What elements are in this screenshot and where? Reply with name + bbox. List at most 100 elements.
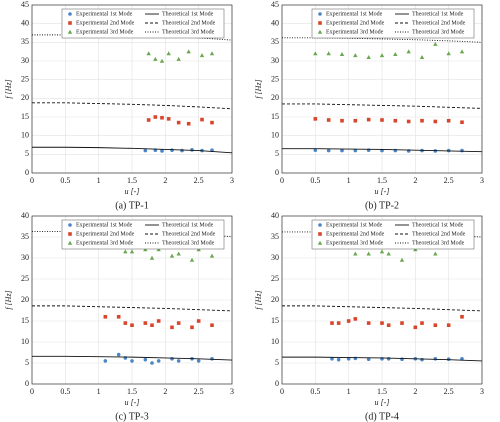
marker (313, 51, 318, 56)
y-tick-label: 25 (271, 274, 279, 283)
marker (160, 149, 164, 153)
marker (129, 249, 135, 254)
marker (176, 56, 181, 61)
marker (149, 255, 155, 260)
marker (420, 118, 424, 123)
marker (156, 247, 161, 252)
marker (116, 315, 121, 319)
legend-label: Theoretical 3rd Mode (162, 240, 215, 246)
marker (189, 257, 195, 262)
marker (318, 12, 322, 16)
marker (156, 319, 161, 323)
marker (153, 115, 158, 119)
y-tick-label: 0 (275, 379, 279, 388)
y-axis-label: f [Hz] (254, 290, 263, 309)
x-tick-label: 2 (163, 176, 167, 185)
marker (180, 148, 184, 153)
marker (336, 321, 341, 325)
x-tick-label: 2.5 (194, 176, 204, 185)
marker (153, 56, 158, 61)
marker (406, 119, 411, 124)
x-tick-label: 0.5 (310, 387, 320, 396)
y-tick-label: 5 (25, 149, 29, 158)
marker (150, 361, 154, 365)
marker (103, 359, 108, 363)
legend-label: Experimental 2nd Mode (76, 20, 135, 26)
marker (176, 251, 181, 256)
marker (336, 357, 341, 362)
marker (353, 251, 358, 256)
marker (143, 357, 148, 362)
marker (317, 240, 323, 245)
x-axis-label: u [-] (125, 398, 140, 407)
marker (146, 118, 151, 122)
marker (210, 323, 214, 327)
x-tick-label: 1 (97, 387, 101, 396)
marker (380, 118, 384, 122)
marker (340, 148, 344, 153)
y-tick-label: 40 (21, 18, 29, 27)
marker (340, 118, 344, 123)
x-tick-label: 0.5 (60, 387, 70, 396)
legend-label: Experimental 1st Mode (326, 11, 383, 17)
y-tick-label: 10 (21, 130, 29, 139)
marker (176, 359, 181, 363)
marker (419, 54, 425, 59)
plot-border (31, 4, 233, 174)
legend-label: Theoretical 2nd Mode (412, 20, 466, 26)
marker (446, 323, 451, 327)
y-tick-label: 20 (21, 295, 29, 304)
marker (446, 51, 451, 56)
legend-label: Experimental 2nd Mode (76, 231, 135, 237)
y-tick-label: 45 (21, 0, 29, 9)
x-tick-label: 3 (480, 176, 484, 185)
plot-border (281, 4, 483, 174)
y-tick-label: 20 (21, 93, 29, 102)
marker (313, 117, 318, 121)
y-tick-label: 20 (271, 295, 279, 304)
y-tick-label: 5 (25, 358, 29, 367)
y-tick-label: 30 (271, 56, 279, 65)
marker (190, 325, 194, 330)
marker (393, 51, 398, 56)
theory-line (282, 103, 483, 109)
marker (68, 232, 72, 236)
legend-label: Experimental 3rd Mode (326, 29, 384, 35)
marker (366, 321, 371, 325)
marker (459, 49, 465, 54)
legend-label: Theoretical 1st Mode (412, 11, 464, 17)
marker (366, 357, 371, 362)
legend-box (311, 219, 475, 250)
y-axis-label: f [Hz] (4, 79, 13, 98)
y-tick-label: 25 (21, 74, 29, 83)
y-tick-label: 35 (271, 232, 279, 241)
marker (379, 249, 385, 254)
x-tick-label: 1 (347, 387, 351, 396)
marker (446, 118, 451, 123)
marker (406, 49, 411, 54)
theory-line (32, 146, 233, 154)
marker (399, 257, 405, 262)
caption: (c) TP-3 (115, 411, 148, 422)
marker (68, 21, 72, 25)
marker (143, 321, 148, 325)
marker (420, 357, 424, 362)
legend-label: Theoretical 2nd Mode (162, 20, 216, 26)
legend-label: Experimental 1st Mode (76, 11, 133, 17)
x-tick-label: 1.5 (127, 387, 137, 396)
marker (166, 117, 171, 121)
x-tick-label: 1 (347, 176, 351, 185)
x-axis-label: u [-] (125, 187, 140, 196)
marker (433, 119, 438, 124)
legend-label: Experimental 3rd Mode (76, 29, 134, 35)
x-tick-label: 2 (413, 387, 417, 396)
caption: (b) TP-2 (365, 200, 399, 211)
marker (210, 357, 214, 361)
x-axis-label: u [-] (375, 187, 390, 196)
marker (170, 325, 174, 330)
marker (339, 51, 345, 56)
theory-line (32, 305, 233, 312)
marker (420, 321, 424, 325)
marker (67, 240, 73, 245)
